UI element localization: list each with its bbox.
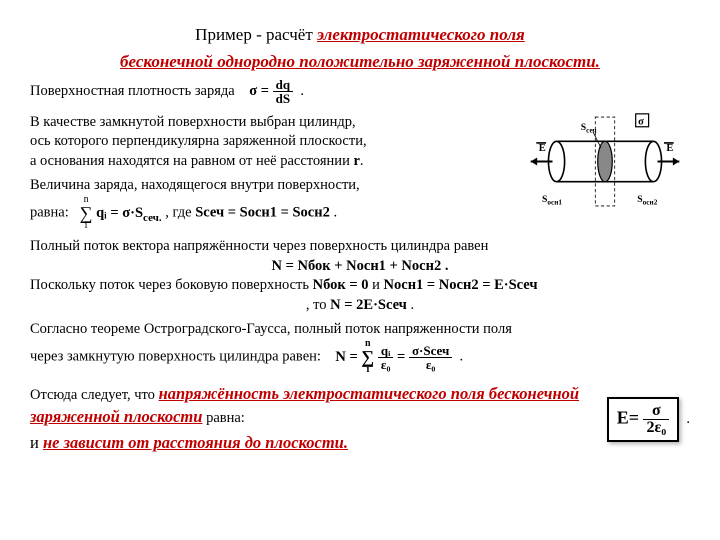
- p3: Величина заряда, находящегося внутри пов…: [30, 176, 510, 232]
- sigma-den: dS: [273, 92, 293, 105]
- p3-l1: Величина заряда, находящегося внутри пов…: [30, 177, 360, 193]
- p2-l1: В качестве замкнутой поверхности выбран …: [30, 114, 356, 130]
- conclusion-text: Отсюда следует, что напряжённость электр…: [30, 379, 597, 458]
- flux-lhs: N =: [335, 349, 357, 365]
- sum2: n∑i: [361, 339, 374, 375]
- paragraph-surface-density: Поверхностная плотность заряда σ = dqdS …: [30, 78, 690, 105]
- p4-l4b: N = 2E·Sсеч: [330, 297, 407, 313]
- p4-l3a: Поскольку поток через боковую поверхност…: [30, 277, 313, 293]
- title-emph1: электростатического поля: [317, 25, 525, 44]
- p6-b: равна:: [202, 410, 244, 426]
- sum-symbol: n ∑ i: [80, 195, 93, 231]
- p3-l2c: Sсеч = Sосн1 = Sосн2: [195, 205, 330, 221]
- label-E-left: E: [539, 143, 546, 154]
- final-formula: E= σ2ε₀: [607, 397, 679, 442]
- p4: Полный поток вектора напряжённости через…: [30, 237, 690, 315]
- p7-a: и: [30, 433, 43, 452]
- p3-l2d: .: [330, 205, 337, 221]
- body-row: В качестве замкнутой поверхности выбран …: [30, 109, 690, 235]
- title-emph2: бесконечной однородно положительно заряж…: [120, 52, 600, 71]
- p2-l3b: r: [353, 153, 359, 169]
- sum-body-sub: сеч.: [143, 211, 162, 223]
- sigma-lhs: σ =: [249, 83, 269, 99]
- p4-l3c: и: [369, 277, 384, 293]
- p5-l1: Согласно теореме Остроградского-Гаусса, …: [30, 321, 512, 337]
- flux-eq: =: [397, 349, 405, 365]
- flux-formula: N = n∑i qᵢε₀ = σ·Sсечε₀: [335, 349, 455, 365]
- p2-l2: ось которого перпендикулярна заряженной …: [30, 133, 367, 149]
- title-line1: Пример - расчёт электростатического поля: [30, 24, 690, 47]
- final-formula-box: E= σ2ε₀ .: [607, 397, 690, 442]
- p4-l4a: , то: [306, 297, 330, 313]
- cylinder-diagram: E E σ Sсеч Sосн1 Sосн2: [520, 109, 690, 214]
- flux-den2: ε₀: [409, 358, 452, 371]
- p3-l2b: , где: [165, 205, 195, 221]
- p4-l2: N = Nбок + Nосн1 + Nосн2 .: [272, 258, 449, 274]
- final-num: σ: [643, 403, 669, 420]
- p6: Отсюда следует, что напряжённость электр…: [30, 383, 597, 428]
- flux-den1: ε₀: [378, 358, 394, 371]
- conclusion-row: Отсюда следует, что напряжённость электр…: [30, 379, 690, 458]
- p4-l3b: Nбок = 0: [313, 277, 369, 293]
- p4-l4c: .: [407, 297, 414, 313]
- flux-num2: σ·Sсеч: [409, 344, 452, 358]
- title-prefix: Пример - расчёт: [195, 25, 317, 44]
- label-sigma: σ: [638, 116, 644, 127]
- p5: Согласно теореме Остроградского-Гаусса, …: [30, 320, 690, 376]
- p6-a: Отсюда следует, что: [30, 387, 159, 403]
- p2: В качестве замкнутой поверхности выбран …: [30, 113, 510, 172]
- title-line2: бесконечной однородно положительно заряж…: [30, 51, 690, 74]
- p7: и не зависит от расстояния до плоскости.: [30, 432, 597, 454]
- sigma-formula: σ = dqdS: [249, 78, 293, 105]
- p3-l2a: равна:: [30, 205, 69, 221]
- p4-l3d: Nосн1 = Nосн2 = E·Sсеч: [384, 277, 538, 293]
- p1-text: Поверхностная плотность заряда: [30, 83, 235, 99]
- sigma-big: ∑: [80, 205, 93, 221]
- left-text-block: В качестве замкнутой поверхности выбран …: [30, 109, 510, 235]
- final-den: 2ε₀: [643, 420, 669, 436]
- p2-l3a: а основания находятся на равном от неё р…: [30, 153, 353, 169]
- sum-body: qᵢ = σ·Sсеч.: [96, 205, 162, 221]
- final-lhs: E=: [617, 407, 639, 427]
- p7-emph: не зависит от расстояния до плоскости.: [43, 433, 348, 452]
- flux-num1: qᵢ: [378, 344, 394, 358]
- label-E-right: E: [666, 143, 673, 154]
- sigma-num: dq: [273, 78, 293, 92]
- p5-l2: через замкнутую поверхность цилиндра рав…: [30, 349, 321, 365]
- sum-body-text: qᵢ = σ·S: [96, 205, 143, 221]
- p4-l1: Полный поток вектора напряжённости через…: [30, 238, 488, 254]
